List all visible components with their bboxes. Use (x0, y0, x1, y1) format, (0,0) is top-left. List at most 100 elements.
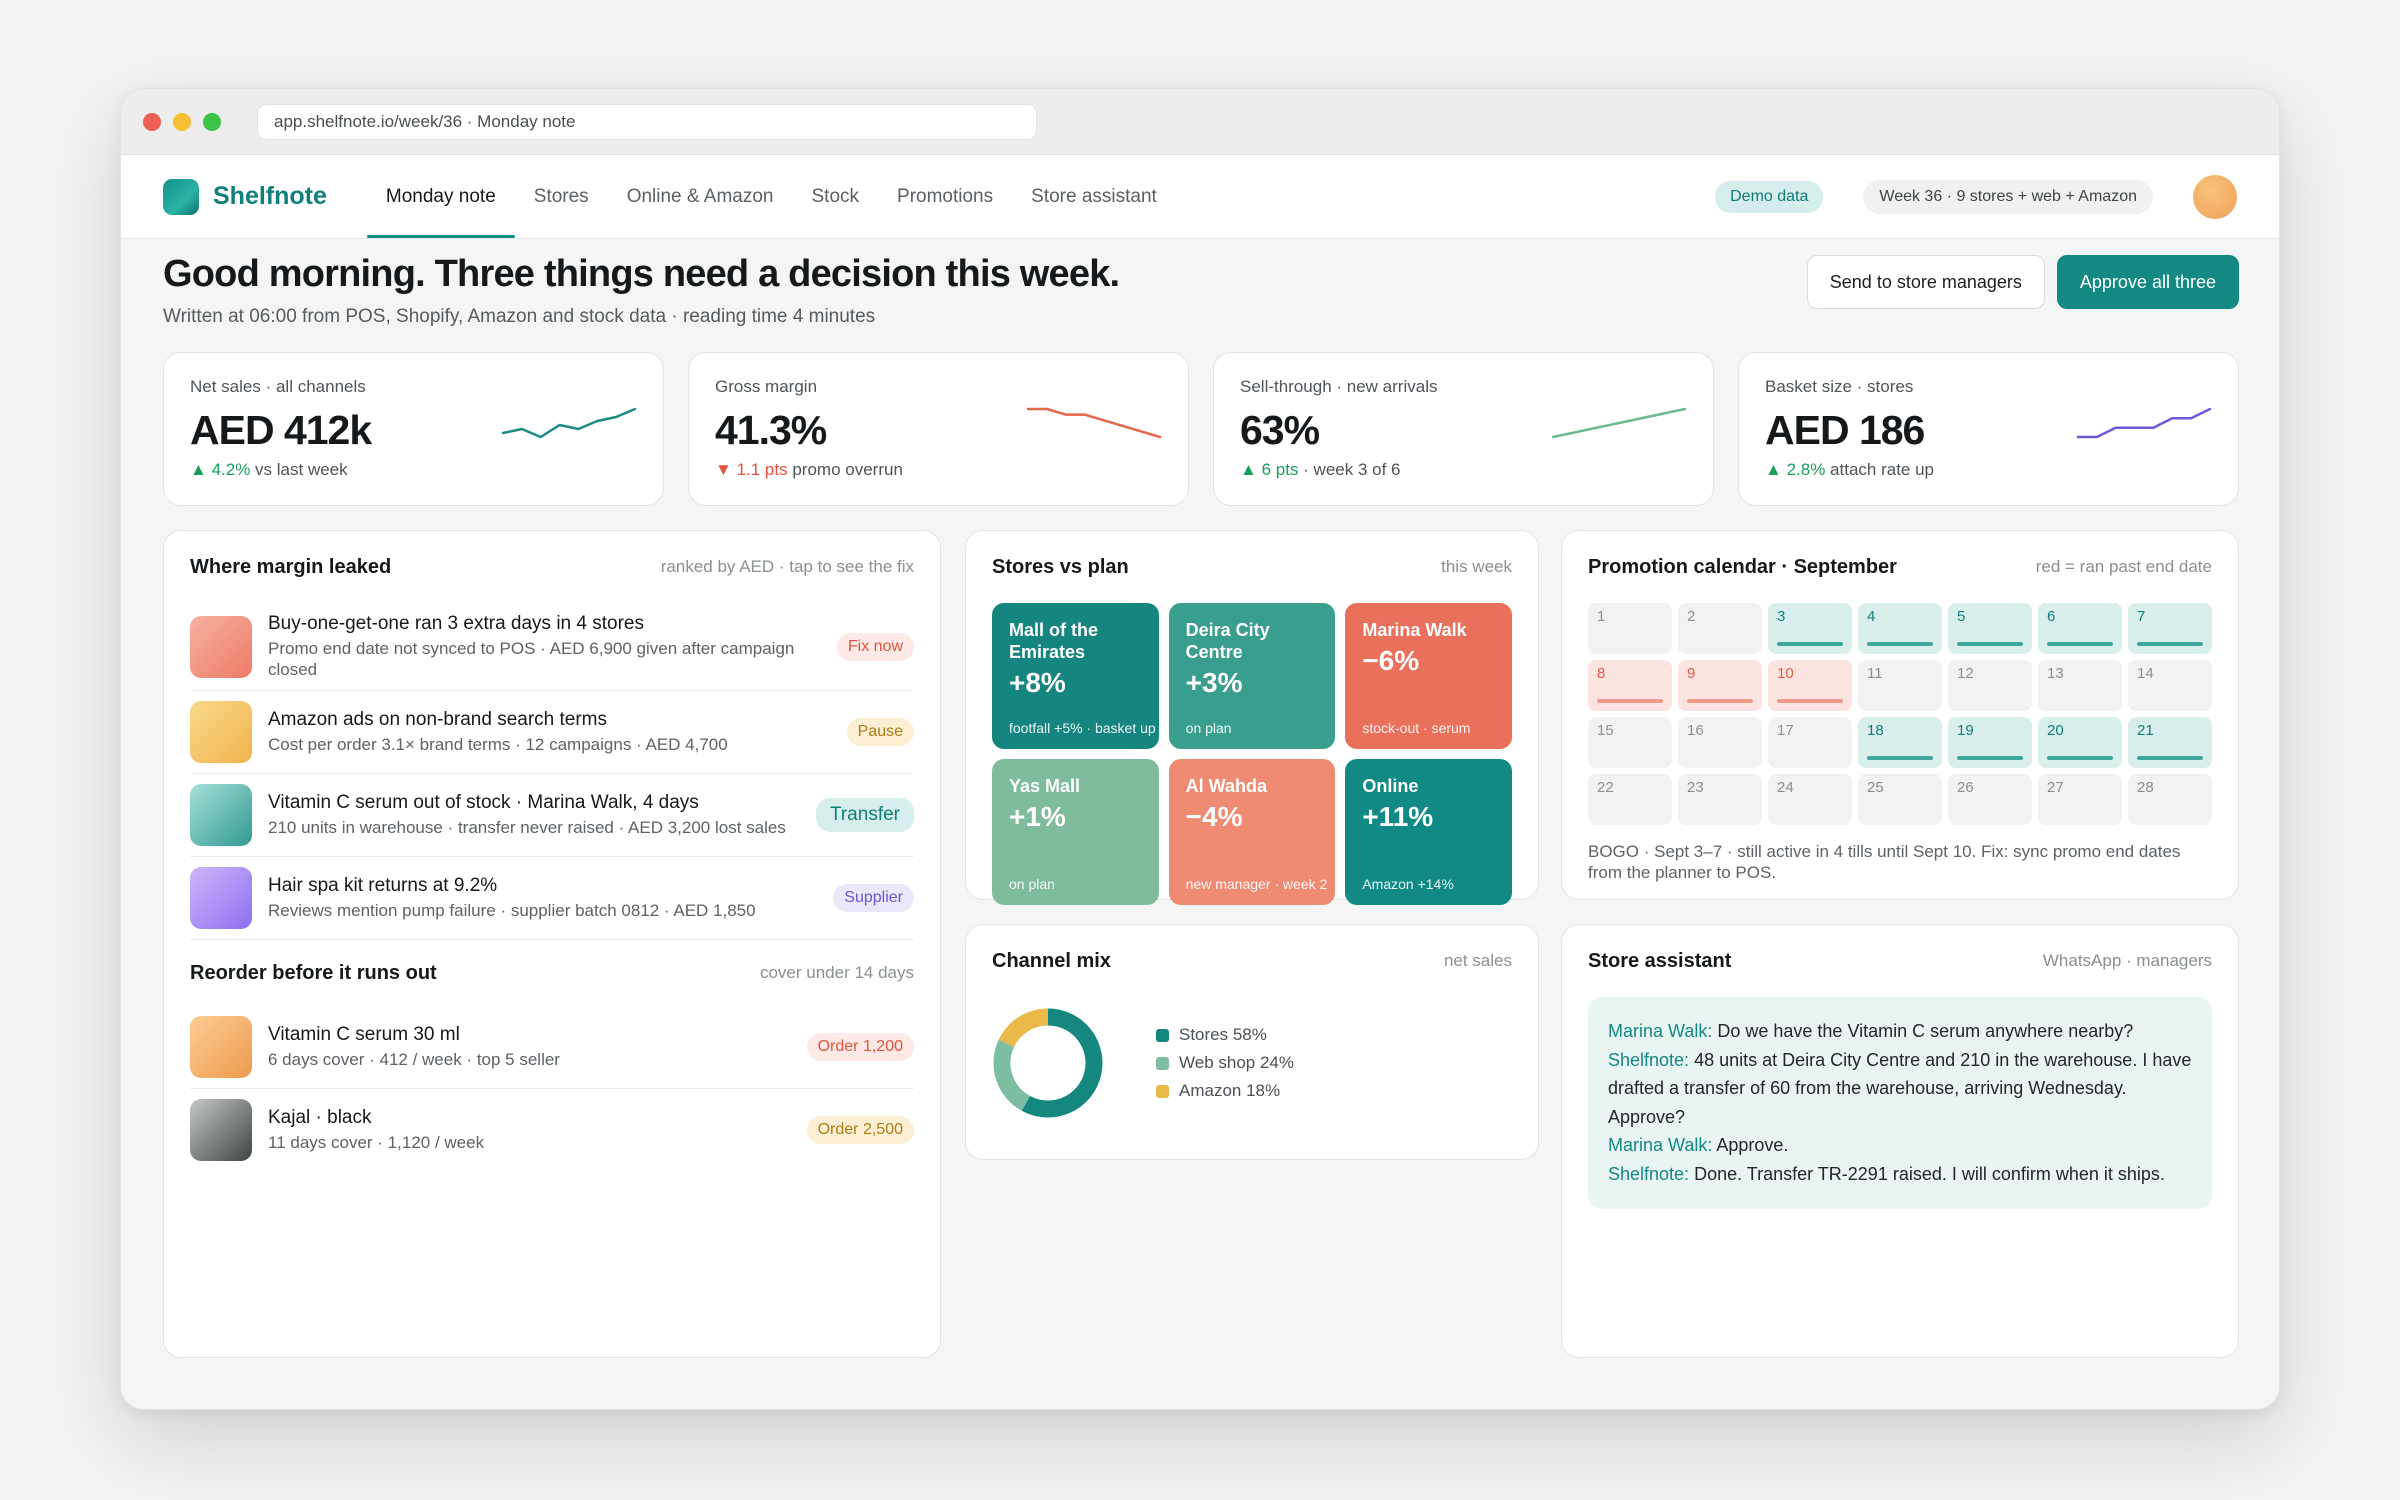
close-window-icon[interactable] (143, 112, 161, 131)
calendar-day[interactable]: 10 (1768, 660, 1852, 711)
kpi-card[interactable]: Sell-through · new arrivals 63% ▲ 6 pts · … (1213, 352, 1714, 506)
kpi-card[interactable]: Net sales · all channels AED 412k ▲ 4.2% v… (163, 352, 664, 506)
store-tile[interactable]: Al Wahda −4% new manager · week 2 (1168, 759, 1336, 905)
leak-action-button[interactable]: Supplier (833, 884, 914, 912)
calendar-day[interactable]: 2 (1678, 603, 1762, 654)
store-vs-plan-value: +8% (1009, 667, 1066, 698)
kpi-label: Basket size · stores (1765, 377, 1914, 396)
sparkline-path (1026, 407, 1162, 439)
leak-row[interactable]: Amazon ads on non-brand search terms Cost… (190, 691, 914, 774)
approve-all-button[interactable]: Approve all three (2056, 255, 2239, 309)
calendar-day[interactable]: 25 (1858, 774, 1942, 825)
leak-action-button[interactable]: Pause (846, 718, 914, 746)
main-tabs: Monday note Stores Online & Amazon Stock Pro… (366, 155, 1176, 238)
calendar-day[interactable]: 12 (1948, 660, 2032, 711)
calendar-day[interactable]: 24 (1768, 774, 1852, 825)
promo-note: red = ran past end date (2035, 557, 2212, 576)
minimize-window-icon[interactable] (173, 112, 191, 131)
calendar-day[interactable]: 21 (2128, 717, 2212, 768)
calendar-day[interactable]: 22 (1588, 774, 1672, 825)
calendar-day[interactable]: 20 (2038, 717, 2122, 768)
legend-label: Amazon 18% (1179, 1081, 1281, 1100)
sparkline-path (501, 407, 637, 439)
donut-slice-amazon[interactable] (998, 1008, 1049, 1048)
calendar-day[interactable]: 5 (1948, 603, 2032, 654)
calendar-day[interactable]: 17 (1768, 717, 1852, 768)
calendar-day[interactable]: 16 (1678, 717, 1762, 768)
brand[interactable]: Shelfnote (163, 178, 327, 215)
calendar-day[interactable]: 23 (1678, 774, 1762, 825)
reorder-title: Kajal · black (268, 1107, 372, 1128)
week-scope-badge[interactable]: Week 36 · 9 stores + web + Amazon (1863, 179, 2153, 214)
reorder-row[interactable]: Vitamin C serum 30 ml 6 days cover · 412 … (190, 1006, 914, 1089)
calendar-day[interactable]: 27 (2038, 774, 2122, 825)
chat-text: Do we have the Vitamin C serum anywhere … (1712, 1021, 2134, 1041)
leak-row[interactable]: Vitamin C serum out of stock · Marina Wa… (190, 774, 914, 857)
calendar-day[interactable]: 13 (2038, 660, 2122, 711)
kpi-delta-note: promo overrun (792, 460, 903, 479)
kpi-sparkline (1026, 407, 1162, 439)
leak-row[interactable]: Buy-one-get-one ran 3 extra days in 4 st… (190, 603, 914, 691)
store-vs-plan-value: +11% (1362, 801, 1434, 832)
reorder-action-button[interactable]: Order 1,200 (806, 1033, 914, 1061)
address-bar[interactable]: app.shelfnote.io/week/36 · Monday note (257, 103, 1037, 140)
reorder-detail: 11 days cover · 1,120 / week (268, 1133, 485, 1152)
user-avatar[interactable] (2193, 174, 2237, 219)
kpi-delta: ▲ 6 pts · week 3 of 6 (1240, 460, 1687, 480)
calendar-day[interactable]: 1 (1588, 603, 1672, 654)
store-vs-plan-value: +3% (1185, 667, 1243, 698)
store-assistant-card: Store assistant WhatsApp · managers Mari… (1561, 924, 2239, 1358)
calendar-day[interactable]: 18 (1858, 717, 1942, 768)
tab-store-assistant[interactable]: Store assistant (1031, 185, 1157, 207)
kpi-sparkline (501, 407, 637, 439)
reorder-row[interactable]: Kajal · black 11 days cover · 1,120 / wee… (190, 1089, 914, 1171)
leak-detail: Cost per order 3.1× brand terms · 12 cam… (268, 735, 728, 754)
store-tile[interactable]: Mall of the Emirates +8% footfall +5% · ba… (992, 603, 1159, 749)
store-name: Online (1362, 776, 1419, 796)
channel-note: net sales (1443, 951, 1512, 970)
kpi-value: 63% (1240, 407, 1320, 453)
tab-promotions[interactable]: Promotions (897, 185, 994, 207)
calendar-day[interactable]: 19 (1948, 717, 2032, 768)
reorder-action-button[interactable]: Order 2,500 (806, 1116, 914, 1144)
reorder-header: Reorder before it runs out cover under 1… (190, 940, 914, 1006)
tab-stock[interactable]: Stock (811, 185, 860, 207)
store-vs-plan-value: −6% (1362, 645, 1420, 676)
calendar-day[interactable]: 14 (2128, 660, 2212, 711)
tab-stores[interactable]: Stores (533, 185, 589, 207)
chat-text: Done. Transfer TR-2291 raised. I will co… (1689, 1163, 2165, 1184)
leak-action-button[interactable]: Transfer (815, 798, 914, 832)
calendar-day[interactable]: 9 (1678, 660, 1762, 711)
calendar-grid: 1 2 3 4 5 6 7 8 9 10 11 12 13 14 15 16 17 18 19 20 21 22 23 24 2… (1562, 603, 2238, 825)
calendar-day[interactable]: 7 (2128, 603, 2212, 654)
calendar-day[interactable]: 8 (1588, 660, 1672, 711)
store-note: footfall +5% · basket up (1009, 720, 1156, 736)
calendar-day[interactable]: 26 (1948, 774, 2032, 825)
tab-online-amazon[interactable]: Online & Amazon (626, 185, 774, 207)
promo-header: Promotion calendar · September red = ran… (1562, 531, 2238, 603)
send-to-managers-button[interactable]: Send to store managers (1806, 255, 2045, 309)
donut-slice-web-shop[interactable] (993, 1039, 1031, 1111)
leak-row[interactable]: Hair spa kit returns at 9.2% Reviews ment… (190, 857, 914, 940)
maximize-window-icon[interactable] (203, 112, 221, 131)
calendar-day[interactable]: 3 (1768, 603, 1852, 654)
tab-monday-note[interactable]: Monday note (366, 155, 515, 238)
kpi-card[interactable]: Gross margin 41.3% ▼ 1.1 pts promo overrun (688, 352, 1189, 506)
kpi-card[interactable]: Basket size · stores AED 186 ▲ 2.8% attach… (1738, 352, 2239, 506)
legend-item: Amazon 18% (1156, 1081, 1294, 1101)
leak-action-button[interactable]: Fix now (836, 632, 914, 661)
calendar-day[interactable]: 4 (1858, 603, 1942, 654)
legend-label: Web shop 24% (1179, 1053, 1294, 1072)
store-tile[interactable]: Deira City Centre +3% on plan (1168, 603, 1336, 749)
store-tiles: Mall of the Emirates +8% footfall +5% · ba… (966, 603, 1538, 905)
store-tile[interactable]: Yas Mall +1% on plan (992, 759, 1159, 905)
store-tile[interactable]: Marina Walk −6% stock-out · serum (1345, 603, 1512, 749)
donut-slice-stores[interactable] (1021, 1008, 1103, 1118)
calendar-day[interactable]: 28 (2128, 774, 2212, 825)
chat-thread[interactable]: Marina Walk: Do we have the Vitamin C se… (1588, 997, 2212, 1209)
calendar-day[interactable]: 6 (2038, 603, 2122, 654)
calendar-day[interactable]: 11 (1858, 660, 1942, 711)
store-note: Amazon +14% (1362, 876, 1454, 892)
calendar-day[interactable]: 15 (1588, 717, 1672, 768)
store-tile[interactable]: Online +11% Amazon +14% (1345, 759, 1512, 905)
